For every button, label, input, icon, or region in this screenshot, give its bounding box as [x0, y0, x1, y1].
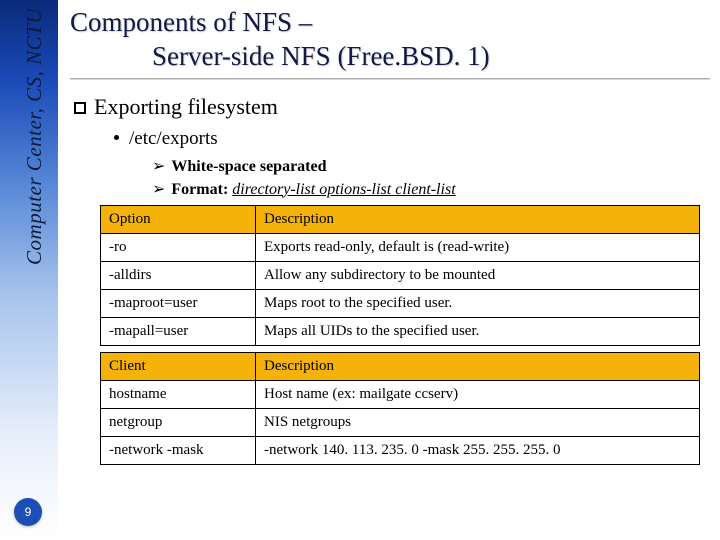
options-table: Option Description -ro Exports read-only… [100, 205, 700, 346]
client-header-client: Client [101, 352, 256, 380]
cell-option: -ro [101, 233, 256, 261]
section-heading: Exporting filesystem [74, 94, 710, 120]
format-spec: directory-list options-list client-list [232, 181, 455, 198]
cell-option: -mapall=user [101, 317, 256, 345]
table-header-row: Client Description [101, 352, 700, 380]
bullet-etc-exports: /etc/exports [114, 128, 710, 150]
cell-client: netgroup [101, 408, 256, 436]
cell-description: Exports read-only, default is (read-writ… [256, 233, 700, 261]
cell-description: -network 140. 113. 235. 0 -mask 255. 255… [256, 436, 700, 464]
slide-content: Components of NFS – Server-side NFS (Fre… [70, 6, 710, 471]
sidebar-org-text: Computer Center, CS, NCTU [22, 8, 47, 265]
table-row: netgroup NIS netgroups [101, 408, 700, 436]
arrow-bullet-icon: ➢ [152, 158, 165, 175]
cell-description: Allow any subdirectory to be mounted [256, 261, 700, 289]
square-bullet-icon [74, 102, 86, 114]
dot-bullet-icon [114, 135, 119, 140]
table-row: hostname Host name (ex: mailgate ccserv) [101, 380, 700, 408]
table-row: -ro Exports read-only, default is (read-… [101, 233, 700, 261]
table-row: -mapall=user Maps all UIDs to the specif… [101, 317, 700, 345]
sub-bullet-text-1: White-space separated [171, 158, 326, 175]
cell-client: hostname [101, 380, 256, 408]
client-table: Client Description hostname Host name (e… [100, 352, 700, 465]
cell-option: -maproot=user [101, 289, 256, 317]
options-header-option: Option [101, 205, 256, 233]
sub-bullet-prefix: Format: [171, 181, 228, 198]
sub-bullet-format: ➢ Format: directory-list options-list cli… [152, 179, 710, 199]
title-divider [70, 78, 710, 80]
cell-description: NIS netgroups [256, 408, 700, 436]
arrow-bullet-icon: ➢ [152, 181, 165, 198]
title-line-2: Server-side NFS (Free.BSD. 1) [70, 40, 710, 74]
page-number-badge: 9 [14, 498, 42, 526]
slide-title: Components of NFS – Server-side NFS (Fre… [70, 6, 710, 74]
client-header-description: Description [256, 352, 700, 380]
table-header-row: Option Description [101, 205, 700, 233]
sidebar: Computer Center, CS, NCTU 9 [0, 0, 58, 540]
table-row: -network -mask -network 140. 113. 235. 0… [101, 436, 700, 464]
title-line-1: Components of NFS – [70, 7, 312, 37]
cell-description: Maps all UIDs to the specified user. [256, 317, 700, 345]
table-row: -maproot=user Maps root to the specified… [101, 289, 700, 317]
options-header-description: Description [256, 205, 700, 233]
bullet-text: /etc/exports [129, 128, 218, 149]
sub-bullet-whitespace: ➢ White-space separated [152, 156, 710, 176]
cell-client: -network -mask [101, 436, 256, 464]
section-heading-text: Exporting filesystem [94, 94, 278, 119]
table-row: -alldirs Allow any subdirectory to be mo… [101, 261, 700, 289]
cell-description: Host name (ex: mailgate ccserv) [256, 380, 700, 408]
cell-option: -alldirs [101, 261, 256, 289]
cell-description: Maps root to the specified user. [256, 289, 700, 317]
